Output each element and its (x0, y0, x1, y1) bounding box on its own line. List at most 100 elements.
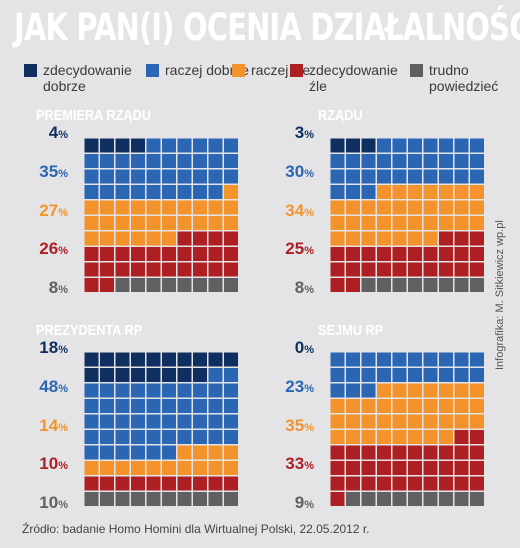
waffle-cell (423, 383, 438, 398)
waffle-cell (162, 169, 176, 184)
waffle-cell (361, 352, 376, 367)
waffle-cell (146, 399, 161, 413)
waffle-cell (346, 231, 360, 246)
waffle-cell (470, 262, 484, 277)
waffle-cell (377, 247, 391, 261)
waffle-cell (177, 185, 192, 199)
panel-title: PREZYDENTA RP (36, 322, 143, 339)
legend-swatch (24, 64, 37, 77)
waffle-cell (423, 231, 438, 246)
waffle-cell (193, 138, 207, 153)
waffle-cell (115, 278, 130, 292)
waffle-cell (470, 231, 484, 246)
waffle-cell (146, 492, 161, 506)
waffle-cell (177, 476, 192, 491)
waffle-cell (146, 138, 161, 153)
waffle-cell (361, 169, 376, 184)
waffle-cell (100, 154, 114, 168)
waffle-cell (131, 352, 145, 367)
waffle-cell (361, 368, 376, 382)
waffle-cell (361, 231, 376, 246)
waffle-cell (115, 383, 130, 398)
waffle-cell (408, 414, 422, 429)
waffle-cell (423, 278, 438, 292)
percent-label: 27% (39, 200, 68, 220)
waffle-cell (423, 476, 438, 491)
waffle-cell (392, 231, 407, 246)
waffle-cell (423, 154, 438, 168)
waffle-cell (208, 461, 223, 475)
waffle-cell (470, 154, 484, 168)
waffle-cell (177, 138, 192, 153)
waffle-cell (131, 399, 145, 413)
waffle-cell (423, 138, 438, 153)
waffle-cell (454, 430, 469, 444)
waffle-cell (100, 492, 114, 506)
waffle-cell (377, 352, 391, 367)
waffle-cell (470, 368, 484, 382)
waffle-cell (162, 445, 176, 460)
waffle-cell (470, 476, 484, 491)
waffle-cell (115, 138, 130, 153)
waffle-cell (454, 461, 469, 475)
legend-swatch (232, 64, 245, 77)
source-note: Źródło: badanie Homo Homini dla Wirtualn… (22, 522, 370, 536)
waffle-cell (377, 414, 391, 429)
waffle-cell (408, 216, 422, 230)
waffle-cell (346, 262, 360, 277)
waffle-cell (330, 154, 345, 168)
waffle-cell (115, 154, 130, 168)
waffle-cell (208, 262, 223, 277)
waffle-cell (346, 138, 360, 153)
waffle-cell (470, 399, 484, 413)
waffle-cell (454, 414, 469, 429)
waffle-cell (470, 383, 484, 398)
legend-label: trudno powiedzieć (429, 62, 499, 94)
waffle-cell (177, 445, 192, 460)
legend-swatch (410, 64, 423, 77)
waffle-cell (330, 278, 345, 292)
waffle-cell (361, 430, 376, 444)
waffle-cell (423, 262, 438, 277)
waffle-grid (84, 352, 238, 506)
waffle-cell (346, 414, 360, 429)
waffle-cell (177, 216, 192, 230)
waffle-grid (84, 138, 238, 292)
waffle-cell (162, 154, 176, 168)
waffle-cell (146, 185, 161, 199)
waffle-cell (162, 430, 176, 444)
waffle-cell (224, 154, 238, 168)
waffle-cell (131, 492, 145, 506)
waffle-cell (408, 399, 422, 413)
waffle-cell (224, 383, 238, 398)
waffle-cell (470, 445, 484, 460)
waffle-cell (361, 383, 376, 398)
waffle-cell (377, 154, 391, 168)
waffle-cell (115, 476, 130, 491)
waffle-cell (439, 461, 453, 475)
waffle-cell (330, 169, 345, 184)
waffle-cell (208, 368, 223, 382)
waffle-cell (330, 216, 345, 230)
percent-label: 30% (285, 161, 314, 181)
waffle-cell (454, 445, 469, 460)
waffle-cell (100, 368, 114, 382)
waffle-cell (162, 476, 176, 491)
waffle-cell (177, 492, 192, 506)
infographic-title: JAK PAN(I) OCENIA DZIAŁALNOŚĆ: (14, 6, 520, 49)
waffle-cell (100, 414, 114, 429)
waffle-cell (115, 368, 130, 382)
percent-label: 25% (285, 239, 314, 259)
waffle-cell (392, 185, 407, 199)
waffle-cell (208, 185, 223, 199)
waffle-cell (330, 262, 345, 277)
waffle-cell (392, 278, 407, 292)
waffle-cell (423, 399, 438, 413)
waffle-cell (84, 414, 99, 429)
waffle-cell (115, 430, 130, 444)
percent-label: 35% (39, 161, 68, 181)
waffle-cell (162, 138, 176, 153)
panel-title: RZĄDU (318, 107, 363, 124)
waffle-cell (131, 247, 145, 261)
waffle-cell (224, 247, 238, 261)
